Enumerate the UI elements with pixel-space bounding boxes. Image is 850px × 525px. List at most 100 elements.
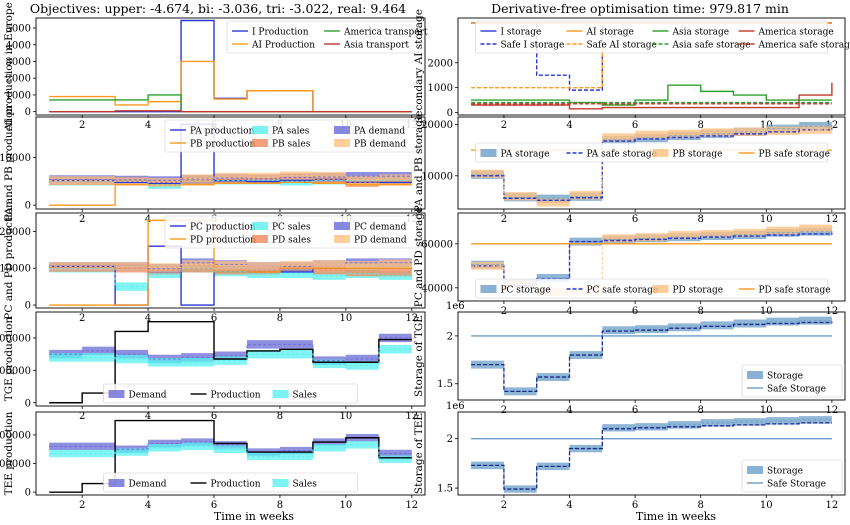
x-tick-label: 6 [632,500,638,511]
panels: 24681012010002000300040005000AI producti… [0,2,850,511]
axes-frame [35,17,426,116]
legend-swatch [252,222,268,230]
legend-label: PB storage [673,150,723,160]
legend: Demand Production Sales [103,383,358,404]
x-tick-label: 6 [632,214,638,225]
y-tick-label: 0 [25,107,31,118]
band-storage [471,315,832,396]
line-america-storage [471,82,833,110]
y-tick-label: 60000 [421,239,453,250]
y-axis-label: PC and PD production [3,201,15,320]
y-scale-label: 1e6 [446,401,465,412]
x-tick-label: 2 [79,120,85,131]
y-axis-label: PC and PD storage [413,207,425,307]
line-pb-production [49,181,412,206]
axes-frame [457,17,846,116]
x-tick-label: 6 [632,405,638,416]
x-tick-label: 2 [79,313,85,324]
legend-label: Asia storage [672,28,730,38]
legend-swatch [747,371,763,379]
legend-box [103,383,358,404]
legend-label: PD demand [354,236,407,246]
legend-box [475,142,828,163]
legend: Storage Safe Storage [741,364,843,398]
legend-swatch [334,126,350,134]
x-tick-label: 12 [826,214,839,225]
x-tick-label: 10 [760,500,773,511]
legend-label: Safe Storage [767,385,826,395]
legend-label: PD production [190,236,256,246]
right-xlabel: Time in weeks [636,510,716,523]
legend-swatch [334,139,350,147]
x-tick-label: 2 [501,214,507,225]
x-tick-label: 12 [405,313,418,324]
legend: PC storage PC safe storage PD storage PD sa… [475,278,831,299]
legend-label: Sales [293,480,318,490]
x-tick-label: 8 [698,405,704,416]
y-tick-label: 10000 [0,264,31,275]
legend-label: Storage [767,467,803,477]
x-tick-label: 10 [340,500,353,511]
y-tick-label: 1.5 [437,379,453,390]
center-pd-demand [49,262,413,268]
y-tick-label: 2000 [6,74,31,85]
y-axis-label: TEE production [3,411,15,495]
plot-area [471,415,833,493]
legend-label: America safe storage [758,41,850,51]
y-axis-label: Storage of TGE [413,315,425,397]
x-tick-label: 6 [632,120,638,131]
legend-swatch [272,390,289,398]
y-tick-label: 400000 [0,333,31,344]
center-sales [49,444,412,460]
x-tick-label: 4 [145,120,151,131]
legend-swatch [652,149,669,157]
x-tick-label: 4 [566,214,572,225]
axes-frame [457,411,846,496]
y-tick-label: 20000 [421,120,453,131]
legend-swatch [252,235,268,243]
legend-box [741,364,843,398]
legend-label: Sales [293,391,318,401]
y-scale-label: 1e6 [446,301,465,312]
axes-frame [457,311,846,401]
line-ai-production [49,60,412,113]
x-tick-label: 2 [79,411,85,422]
axes-frame [457,116,846,210]
x-tick-label: 2 [501,120,507,131]
center-pd-sales [49,266,412,273]
x-tick-label: 12 [826,500,839,511]
x-tick-label: 12 [405,411,418,422]
legend-label: Asia safe storage [672,41,751,51]
line-asia-storage [471,84,832,106]
x-tick-label: 6 [632,306,638,317]
legend: I Production AI Production America transpo… [226,20,428,54]
x-tick-label: 10 [760,405,773,416]
x-tick-label: 12 [826,306,839,317]
x-tick-label: 4 [145,214,151,225]
x-tick-label: 6 [211,313,217,324]
legend-box [103,472,358,493]
right-title: Derivative-free optimisation time: 979.8… [491,1,789,16]
legend-box [741,459,843,493]
y-tick-label: 2 [447,331,453,342]
y-tick-label: 1.5 [437,484,453,495]
x-tick-label: 12 [826,405,839,416]
legend: PC production PD production PC sales PD sal… [164,215,420,249]
legend-label: PA demand [354,127,405,137]
y-tick-label: 40000 [421,283,453,294]
legend-label: PB sales [272,140,311,150]
legend-swatch [334,235,350,243]
legend-swatch [480,149,497,157]
axes-frame [35,411,426,496]
y-axis-label: PA and PB production [3,105,15,222]
y-tick-label: 0 [25,398,31,409]
x-tick-label: 4 [566,405,572,416]
axes-frame [35,311,426,407]
legend-box [475,20,828,54]
legend-box [164,119,420,153]
legend-box [226,20,420,54]
